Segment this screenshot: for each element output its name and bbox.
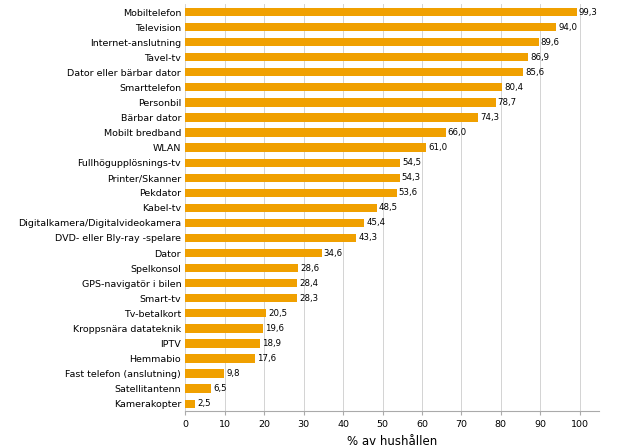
Bar xyxy=(185,249,322,257)
Bar xyxy=(185,309,266,317)
Text: 66,0: 66,0 xyxy=(447,128,467,137)
Text: 34,6: 34,6 xyxy=(324,249,343,257)
Text: 94,0: 94,0 xyxy=(558,22,577,32)
Text: 9,8: 9,8 xyxy=(226,369,240,378)
Text: 28,4: 28,4 xyxy=(299,278,318,288)
Text: 45,4: 45,4 xyxy=(366,219,386,228)
Text: 43,3: 43,3 xyxy=(358,233,377,242)
Bar xyxy=(185,339,260,348)
Bar xyxy=(185,279,297,287)
Bar xyxy=(185,173,399,182)
Bar xyxy=(185,159,400,167)
Bar xyxy=(185,128,446,137)
Bar xyxy=(185,384,211,393)
Text: 28,6: 28,6 xyxy=(300,264,320,273)
Text: 80,4: 80,4 xyxy=(504,83,523,92)
Bar xyxy=(185,23,556,31)
Bar xyxy=(185,53,528,61)
Bar xyxy=(185,264,298,272)
Text: 2,5: 2,5 xyxy=(197,399,211,408)
Bar xyxy=(185,234,356,242)
Bar xyxy=(185,189,397,197)
Bar xyxy=(185,354,255,363)
Text: 74,3: 74,3 xyxy=(480,113,499,122)
Bar xyxy=(185,98,496,106)
Bar xyxy=(185,369,224,378)
Bar xyxy=(185,143,426,152)
Bar xyxy=(185,114,478,122)
Text: 99,3: 99,3 xyxy=(579,8,598,17)
Text: 20,5: 20,5 xyxy=(268,309,287,318)
Text: 54,5: 54,5 xyxy=(402,158,421,167)
Text: 19,6: 19,6 xyxy=(265,324,284,333)
Bar xyxy=(185,324,263,333)
Text: 53,6: 53,6 xyxy=(399,188,418,197)
Text: 61,0: 61,0 xyxy=(428,143,447,152)
Bar xyxy=(185,8,577,16)
Text: 78,7: 78,7 xyxy=(497,98,517,107)
Bar xyxy=(185,204,376,212)
Text: 17,6: 17,6 xyxy=(256,354,276,363)
X-axis label: % av hushållen: % av hushållen xyxy=(347,435,438,447)
Bar xyxy=(185,294,297,302)
Text: 6,5: 6,5 xyxy=(213,384,227,393)
Text: 86,9: 86,9 xyxy=(530,53,549,62)
Bar xyxy=(185,219,365,227)
Text: 85,6: 85,6 xyxy=(525,68,544,77)
Text: 18,9: 18,9 xyxy=(262,339,281,348)
Bar xyxy=(185,68,523,76)
Text: 54,3: 54,3 xyxy=(402,173,421,182)
Text: 89,6: 89,6 xyxy=(541,38,560,46)
Bar xyxy=(185,38,539,46)
Bar xyxy=(185,83,502,92)
Text: 48,5: 48,5 xyxy=(379,203,398,212)
Bar xyxy=(185,400,195,408)
Text: 28,3: 28,3 xyxy=(299,294,318,303)
